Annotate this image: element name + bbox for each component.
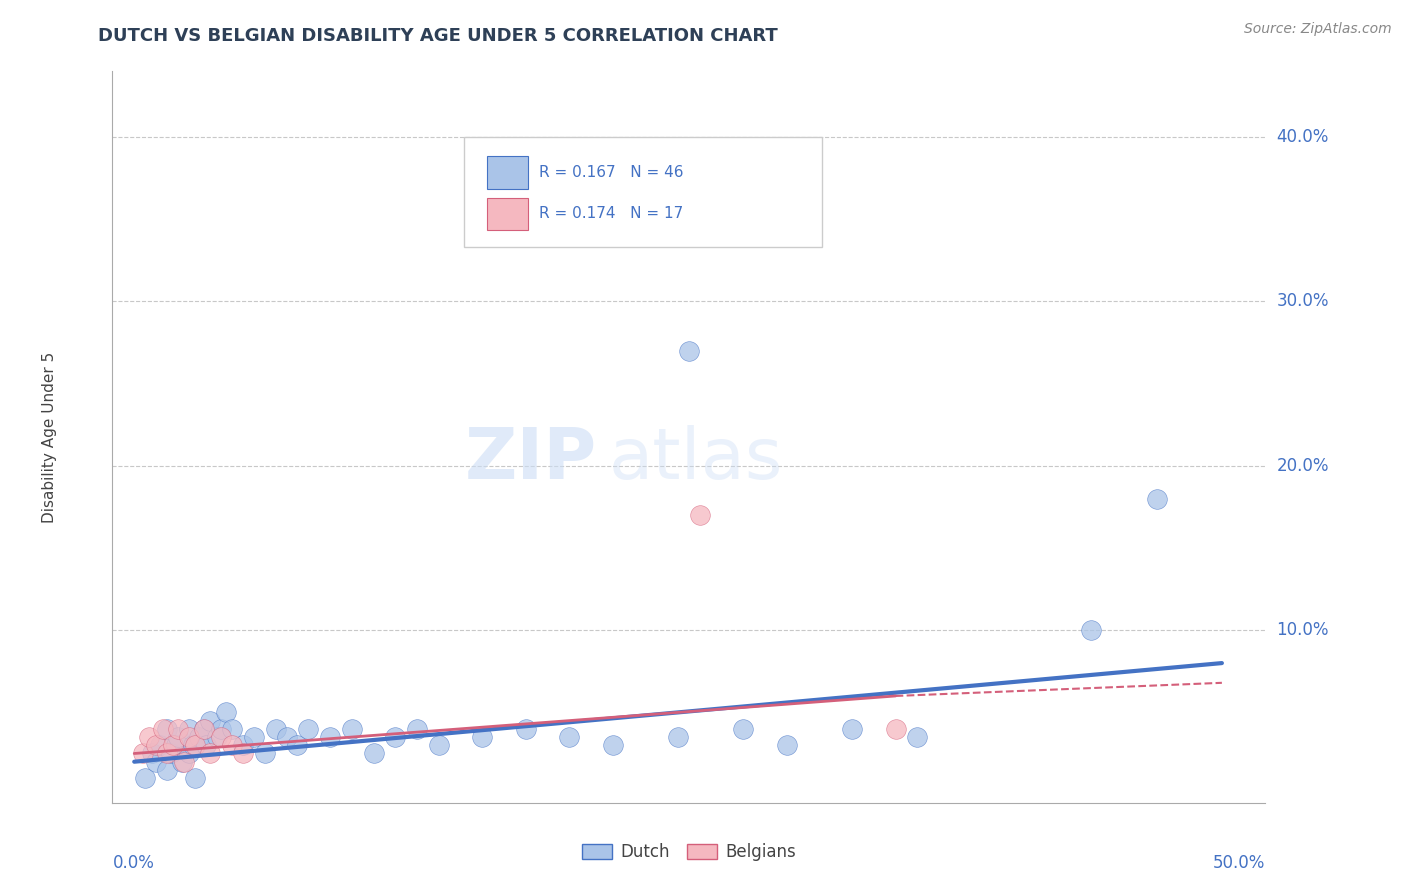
Point [156,747,179,761]
Text: 10.0%: 10.0% [1277,621,1329,640]
Point [195,739,218,753]
Point [243,730,266,744]
Point [209,730,232,744]
Point [193,722,215,736]
Point [884,722,907,736]
Point [181,739,204,753]
Point [177,722,200,736]
Point [232,747,254,761]
Point [209,722,232,736]
Text: R = 0.167   N = 46: R = 0.167 N = 46 [538,165,683,180]
Point [193,722,215,736]
Point [160,747,183,761]
Point [162,739,184,753]
Point [733,722,755,736]
FancyBboxPatch shape [464,137,821,247]
Point [232,739,254,753]
Text: 50.0%: 50.0% [1213,854,1265,872]
Point [188,730,211,744]
Point [776,739,799,753]
Point [173,755,195,769]
Point [264,722,287,736]
Point [1146,491,1168,506]
Point [319,730,342,744]
Point [156,722,179,736]
Point [406,722,429,736]
Point [602,739,624,753]
Point [678,343,700,358]
Point [515,722,537,736]
Point [166,730,188,744]
Point [841,722,863,736]
Point [152,722,174,736]
Point [200,714,222,728]
Point [276,730,298,744]
Point [214,706,236,720]
Bar [488,156,527,189]
Text: ZIP: ZIP [464,425,596,493]
Point [177,730,200,744]
Point [205,730,228,744]
Text: 40.0%: 40.0% [1277,128,1329,146]
Text: 0.0%: 0.0% [112,854,155,872]
Point [666,730,689,744]
Point [558,730,581,744]
Point [384,730,406,744]
Text: atlas: atlas [609,425,783,493]
Point [1080,624,1102,638]
Point [200,747,222,761]
Point [905,730,928,744]
Point [471,730,494,744]
Point [149,739,172,753]
Point [287,739,309,753]
Point [297,722,319,736]
Point [132,747,155,761]
Text: DUTCH VS BELGIAN DISABILITY AGE UNDER 5 CORRELATION CHART: DUTCH VS BELGIAN DISABILITY AGE UNDER 5 … [98,27,778,45]
Text: 20.0%: 20.0% [1277,457,1329,475]
Point [172,755,194,769]
Text: 30.0%: 30.0% [1277,293,1329,310]
Bar [488,197,527,230]
Point [184,771,207,785]
Point [221,739,243,753]
Point [141,747,163,761]
Text: R = 0.174   N = 17: R = 0.174 N = 17 [538,206,683,221]
Point [253,747,276,761]
Point [138,730,160,744]
Point [134,771,156,785]
Point [340,722,363,736]
Point [427,739,450,753]
Point [166,722,188,736]
Point [689,508,711,523]
Point [184,739,207,753]
Legend: Dutch, Belgians: Dutch, Belgians [575,837,803,868]
Point [177,747,200,761]
Point [156,763,179,777]
Point [145,739,167,753]
Point [363,747,385,761]
Point [145,755,167,769]
Text: Source: ZipAtlas.com: Source: ZipAtlas.com [1244,22,1392,37]
Point [165,739,187,753]
Point [221,722,243,736]
Text: Disability Age Under 5: Disability Age Under 5 [42,351,56,523]
